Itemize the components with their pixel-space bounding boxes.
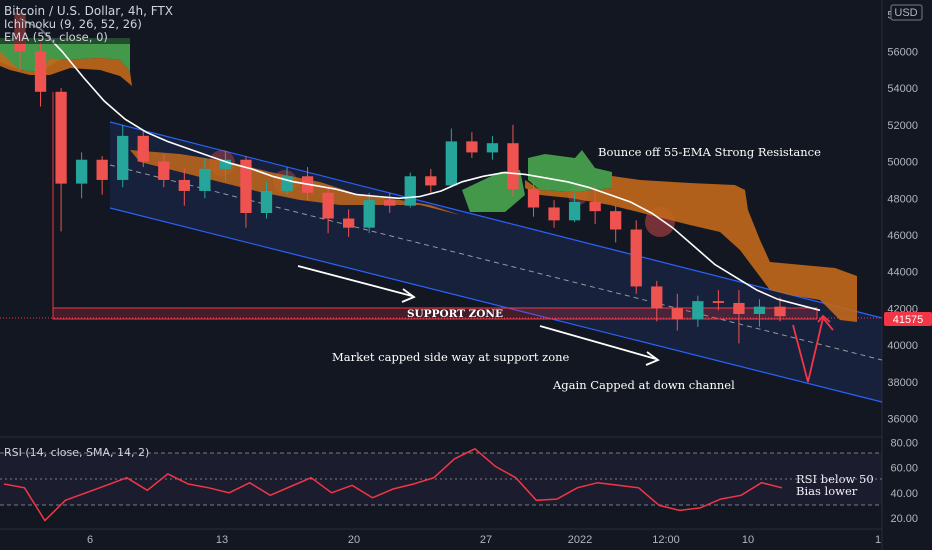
time-tick-label: 2022: [568, 534, 592, 546]
candle-body: [589, 201, 601, 212]
rsi-tick-label: 80.00: [890, 438, 918, 450]
cloud-bear-3: [525, 176, 857, 322]
rsi-line: [3, 447, 783, 522]
candle-body: [96, 159, 108, 180]
time-tick-label: 6: [87, 534, 93, 546]
rsi-note-line-2: Bias lower: [796, 484, 858, 498]
candle-body: [712, 301, 725, 303]
rsi-legend[interactable]: RSI (14, close, SMA, 14, 2): [4, 446, 149, 459]
projection-arrow-head: [817, 314, 831, 323]
ema-resistance-note: Bounce off 55-EMA Strong Resistance: [598, 145, 821, 159]
candle-body: [527, 189, 540, 208]
legend-backdrop: [0, 0, 182, 44]
last-price-value: 41575: [893, 314, 924, 326]
price-tick-label: 40000: [887, 340, 918, 352]
candle-body: [774, 306, 786, 317]
candle-body: [55, 91, 67, 184]
candle-body: [548, 207, 560, 221]
currency-label: USD: [894, 7, 917, 19]
candle-body: [117, 135, 129, 180]
arrow-1-shaft: [297, 265, 413, 297]
candle-body: [34, 51, 47, 92]
rsi-tick-label: 20.00: [890, 513, 918, 525]
channel-cap-note: Again Capped at down channel: [552, 378, 735, 392]
candle-body: [363, 200, 375, 228]
time-tick-label: 1: [875, 534, 881, 546]
time-axis[interactable]: 6 13 20 27 2022 12:00 10 1: [87, 534, 881, 546]
time-tick-label: 12:00: [652, 534, 680, 546]
candle-body: [445, 141, 457, 186]
time-tick-label: 20: [348, 534, 360, 546]
down-channel-bottom-line: [109, 207, 883, 403]
price-tick-label: 38000: [887, 377, 918, 389]
rsi-tick-label: 40.00: [890, 488, 918, 500]
price-tick-label: 52000: [887, 120, 918, 132]
candle-body: [486, 143, 499, 153]
cloud-bear-1: [0, 52, 132, 86]
candle-body: [568, 201, 581, 221]
ema-legend[interactable]: EMA (55, close, 0): [4, 30, 108, 44]
arrow-2-shaft: [539, 325, 657, 360]
ichimoku-legend[interactable]: Ichimoku (9, 26, 52, 26): [4, 17, 142, 31]
currency-badge[interactable]: [890, 4, 923, 21]
candle-body: [692, 301, 704, 320]
price-tick-label: 36000: [887, 414, 918, 426]
chart-title[interactable]: Bitcoin / U.S. Dollar, 4h, FTX: [4, 4, 173, 18]
candle-body: [260, 190, 273, 213]
price-tick-label: 48000: [887, 193, 918, 205]
cloud-bull-3: [528, 150, 612, 192]
support-zone-label: SUPPORT ZONE: [407, 308, 503, 320]
down-channel-top-line: [109, 121, 883, 319]
candle-body: [425, 176, 437, 186]
arrow-2-head: [645, 351, 660, 366]
candle-body: [281, 176, 293, 191]
candle-body: [630, 229, 642, 287]
candle-body: [199, 168, 211, 191]
candle-body: [137, 135, 149, 162]
candle-body: [466, 141, 478, 153]
arrow-1-head: [401, 288, 416, 303]
candle-body: [219, 159, 232, 169]
last-price-tag: [884, 312, 932, 326]
candle-body: [75, 159, 88, 184]
candle-body: [343, 218, 355, 228]
rsi-axis: 80.00 60.00 40.00 20.00: [890, 438, 918, 525]
candle-body: [384, 200, 396, 206]
time-tick-label: 13: [216, 534, 228, 546]
sideways-note: Market capped side way at support zone: [332, 350, 570, 364]
rsi-pane: [0, 447, 882, 522]
candle-body: [178, 179, 190, 191]
time-tick-label: 10: [742, 534, 754, 546]
price-tick-label: 44000: [887, 267, 918, 279]
candle-body: [404, 176, 416, 206]
candle-body: [671, 308, 683, 320]
rsi-note-line-1: RSI below 50: [796, 472, 874, 486]
trend-arrows: [297, 265, 660, 366]
price-tick-label: 46000: [887, 230, 918, 242]
price-tick-label: 50000: [887, 157, 918, 169]
time-tick-label: 27: [480, 534, 492, 546]
candle-body: [240, 159, 252, 213]
rsi-tick-label: 60.00: [890, 463, 918, 475]
price-tick-label: 54000: [887, 83, 918, 95]
down-channel-mid-line: [109, 164, 883, 361]
candle-body: [753, 306, 766, 314]
candle-body: [322, 192, 334, 219]
candle-body: [610, 211, 622, 230]
projection-arrow: [792, 316, 834, 383]
price-tick-label: 56000: [887, 46, 918, 58]
ema-55-line: [19, 17, 821, 312]
candle-body: [507, 143, 519, 190]
candle-body: [651, 286, 663, 309]
candle-body: [158, 161, 170, 180]
candles-layer: [14, 9, 786, 344]
candle-body: [733, 302, 745, 314]
